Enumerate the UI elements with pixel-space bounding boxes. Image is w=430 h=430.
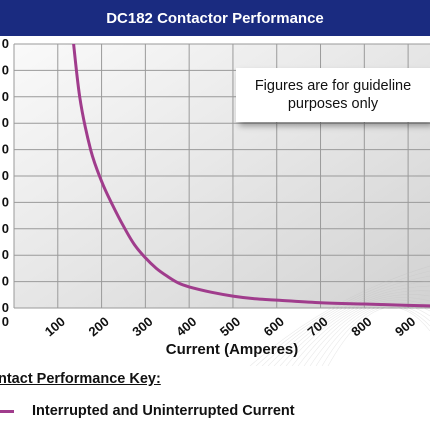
x-tick-label: 500 — [217, 314, 243, 339]
mesh-line — [261, 275, 430, 366]
legend-title: ntact Performance Key: — [0, 371, 161, 387]
x-tick-label: 400 — [173, 314, 199, 339]
mesh-line — [285, 294, 430, 366]
mesh-line — [291, 297, 430, 366]
x-tick-label: 900 — [392, 314, 418, 339]
y-tick-label: 0 — [2, 300, 9, 315]
y-tick-label: 0 — [2, 142, 9, 157]
y-tick-labels: 0 0 0 0 0 0 0 0 0 0 0 — [2, 36, 9, 315]
x-axis-title: Current (Amperes) — [166, 341, 299, 358]
mesh-line — [279, 290, 430, 366]
y-tick-label: 0 — [2, 194, 9, 209]
y-tick-label: 0 — [2, 274, 9, 289]
mesh-line — [321, 306, 430, 366]
mesh-line — [249, 265, 430, 366]
note-line-2: purposes only — [287, 96, 379, 112]
mesh-line — [309, 303, 430, 366]
note-line-1: Figures are for guideline — [254, 78, 412, 94]
y-tick-label: 0 — [2, 89, 9, 104]
mesh-line — [297, 299, 430, 366]
mesh-line — [315, 304, 430, 366]
y-tick-label: 0 — [2, 221, 9, 236]
x-tick-label: 100 — [42, 314, 68, 339]
mesh-line — [327, 307, 430, 366]
mesh-line — [273, 285, 430, 366]
y-tick-label: 0 — [2, 62, 9, 77]
mesh-line — [267, 280, 430, 366]
chart-title: DC182 Contactor Performance — [106, 9, 324, 27]
x-tick-label: 600 — [261, 314, 287, 339]
y-tick-label: 0 — [2, 36, 9, 51]
decorative-mesh — [249, 265, 430, 366]
legend-swatch — [0, 409, 14, 413]
series-line-current — [72, 44, 430, 308]
x-tick-label: 0 — [2, 314, 9, 329]
legend-item: Interrupted and Uninterrupted Current — [0, 401, 295, 421]
y-tick-label: 0 — [2, 247, 9, 262]
x-tick-label: 200 — [86, 314, 112, 339]
x-tick-label: 300 — [129, 314, 155, 339]
y-tick-label: 0 — [2, 115, 9, 130]
chart-title-bar: DC182 Contactor Performance — [0, 0, 430, 36]
legend-label: Interrupted and Uninterrupted Current — [32, 403, 295, 419]
mesh-line — [255, 270, 430, 366]
y-tick-label: 0 — [2, 168, 9, 183]
x-tick-label: 800 — [348, 314, 374, 339]
guideline-note: Figures are for guideline purposes only — [236, 68, 430, 122]
